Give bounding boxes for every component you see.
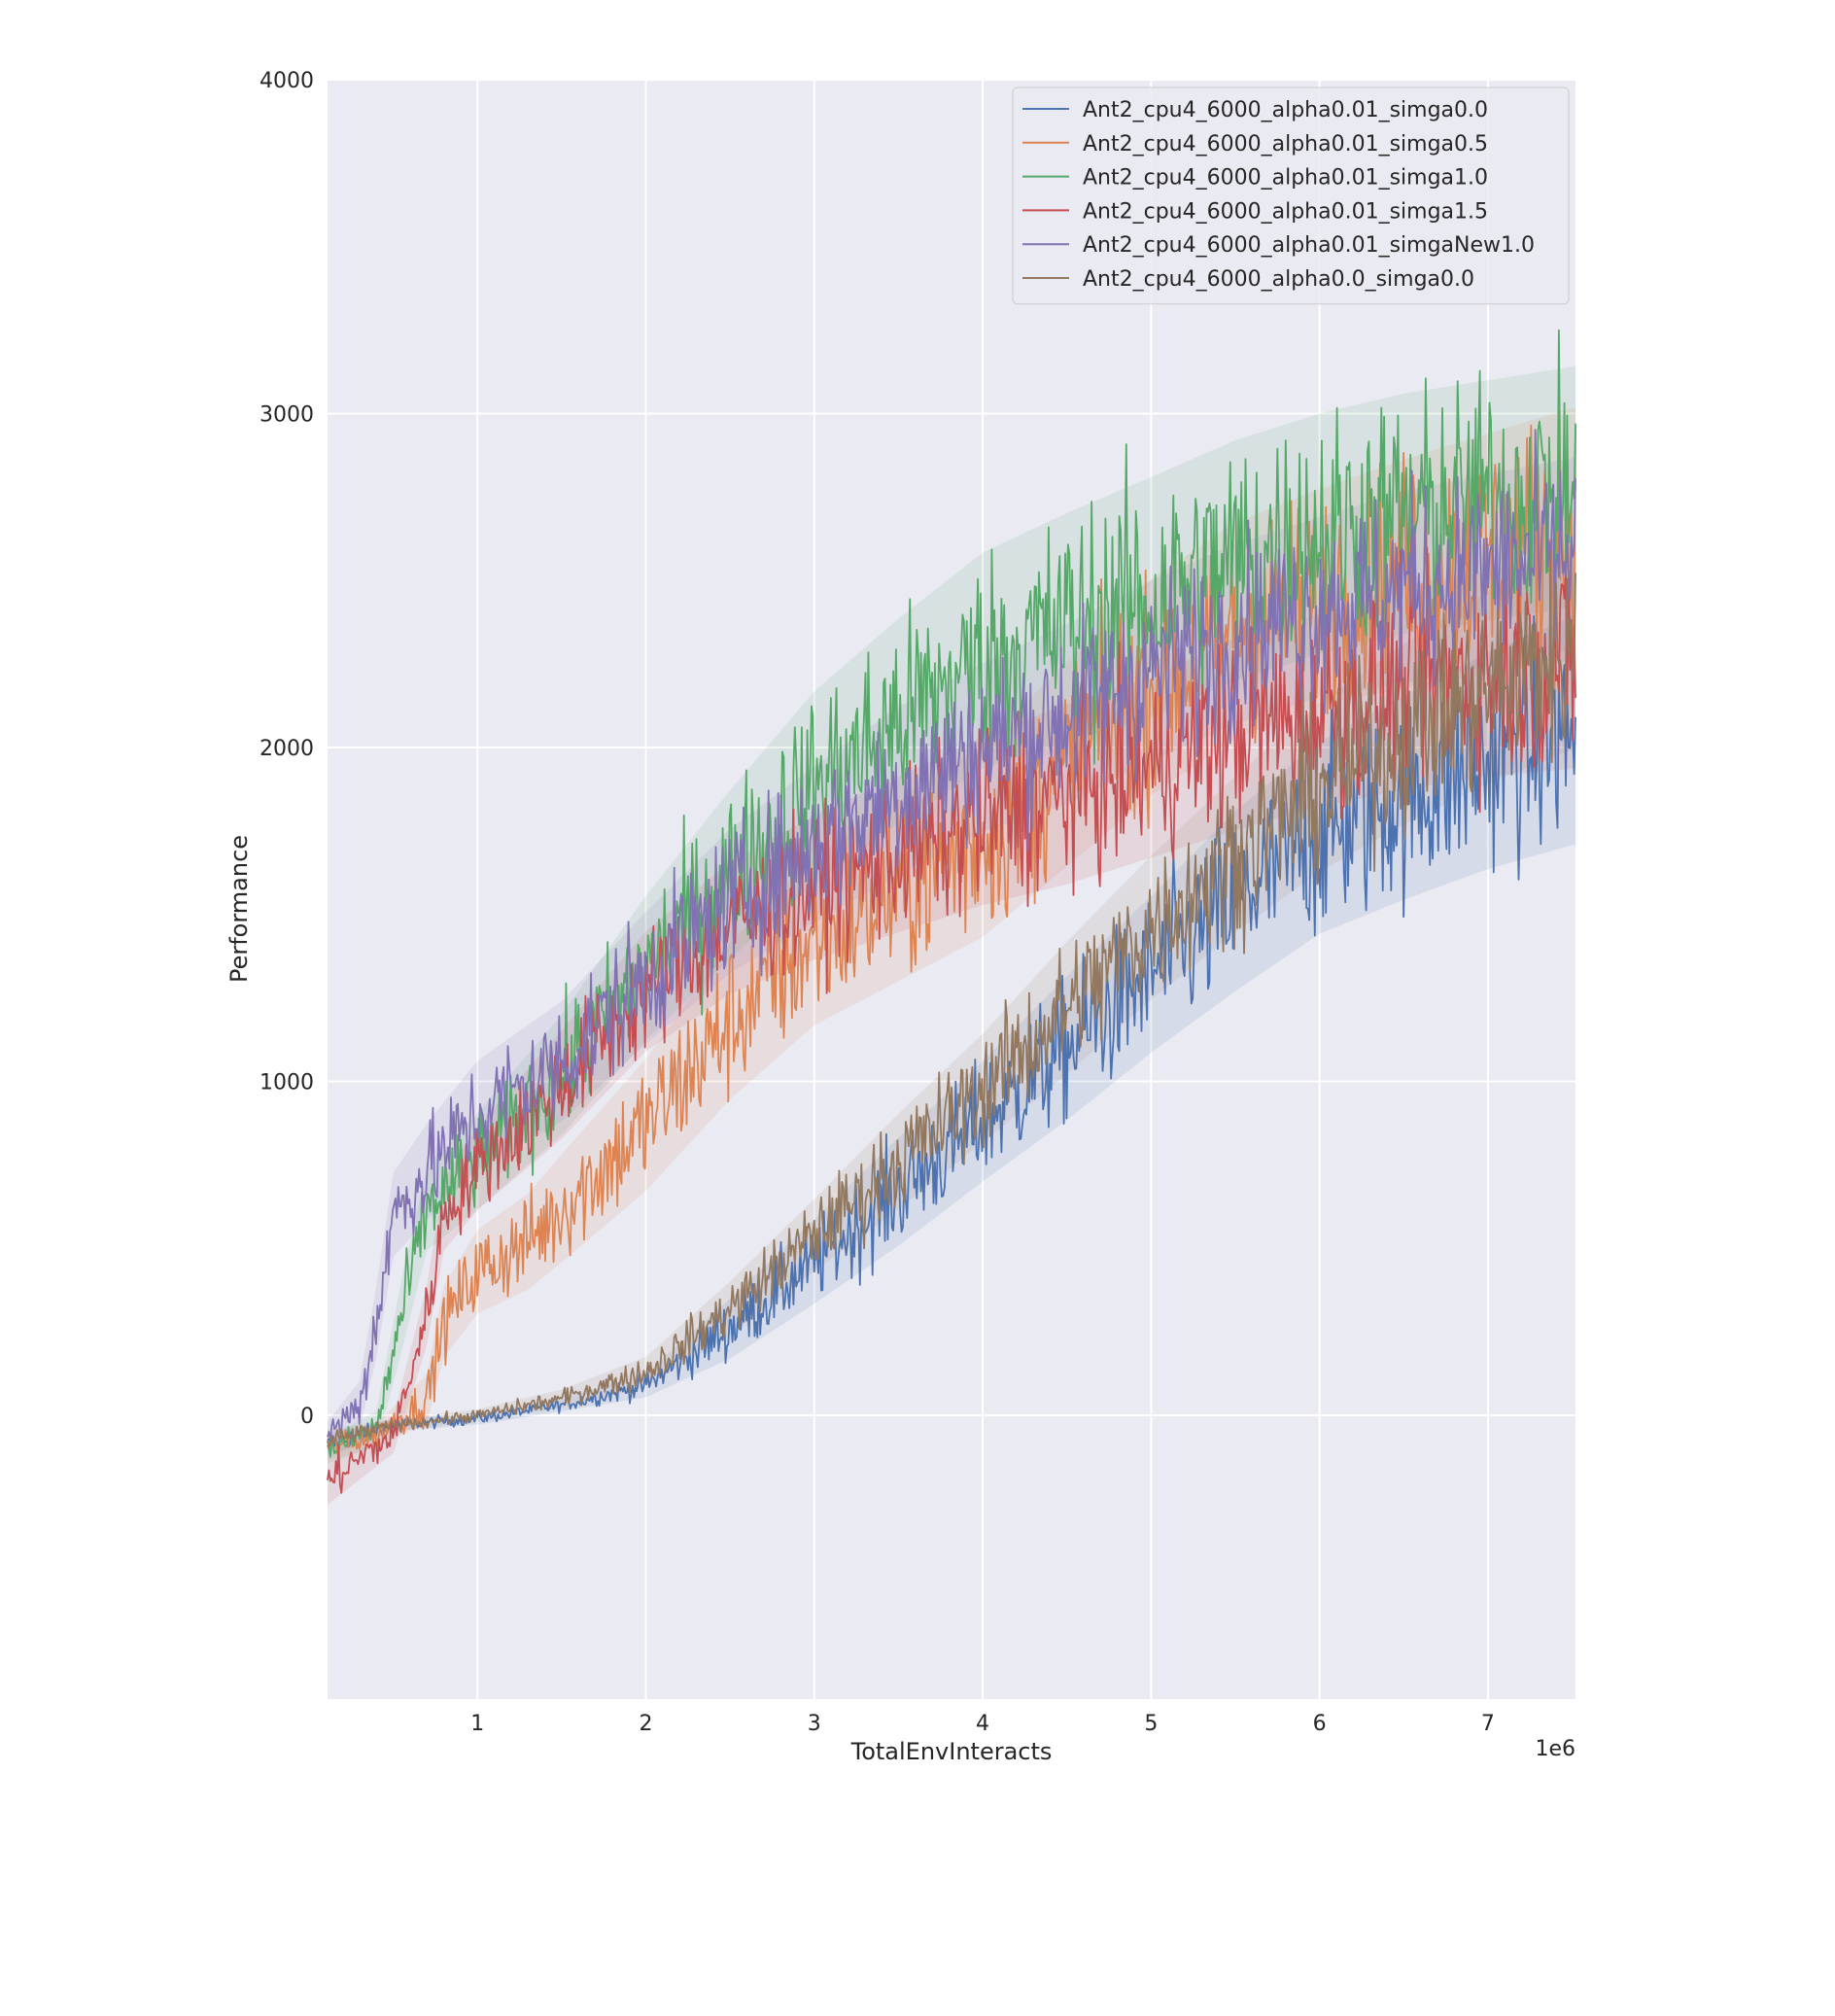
plot-area	[328, 80, 1575, 1699]
y-tick-labels: 0 1000 2000 3000 4000	[260, 69, 314, 1429]
y-tick-label: 1000	[260, 1071, 314, 1095]
legend-label: Ant2_cpu4_6000_alpha0.01_simga0.5	[1083, 132, 1488, 156]
legend-label: Ant2_cpu4_6000_alpha0.01_simga1.5	[1083, 199, 1488, 224]
x-tick-label: 7	[1481, 1712, 1495, 1736]
x-tick-label: 5	[1144, 1712, 1158, 1736]
legend-items: Ant2_cpu4_6000_alpha0.01_simga0.0 Ant2_cp…	[1022, 98, 1535, 292]
y-tick-label: 2000	[260, 737, 314, 761]
y-tick-label: 3000	[260, 403, 314, 428]
x-tick-label: 6	[1313, 1712, 1327, 1736]
y-axis-label: Performance	[225, 835, 253, 983]
x-tick-label: 4	[976, 1712, 989, 1736]
legend-label: Ant2_cpu4_6000_alpha0.0_simga0.0	[1083, 267, 1474, 292]
legend-label: Ant2_cpu4_6000_alpha0.01_simga1.0	[1083, 166, 1488, 191]
series-band-6	[328, 544, 1575, 1454]
legend-label: Ant2_cpu4_6000_alpha0.01_simgaNew1.0	[1083, 233, 1535, 258]
x-tick-labels: 1 2 3 4 5 6 7	[470, 1712, 1495, 1736]
legend-box	[1012, 87, 1570, 305]
series-line-5	[327, 429, 1576, 1441]
series-line-6	[327, 549, 1576, 1449]
y-tick-label: 4000	[260, 69, 314, 93]
series-lines	[327, 329, 1576, 1494]
x-tick-label: 3	[808, 1712, 821, 1736]
x-tick-label: 1	[470, 1712, 484, 1736]
x-axis-label: TotalEnvInteracts	[850, 1738, 1053, 1765]
x-axis-offset-label: 1e6	[1535, 1737, 1575, 1761]
y-tick-label: 0	[300, 1405, 314, 1429]
x-tick-label: 2	[639, 1712, 652, 1736]
legend: Ant2_cpu4_6000_alpha0.01_simga0.0 Ant2_cp…	[1012, 87, 1570, 305]
legend-label: Ant2_cpu4_6000_alpha0.01_simga0.0	[1083, 98, 1488, 122]
